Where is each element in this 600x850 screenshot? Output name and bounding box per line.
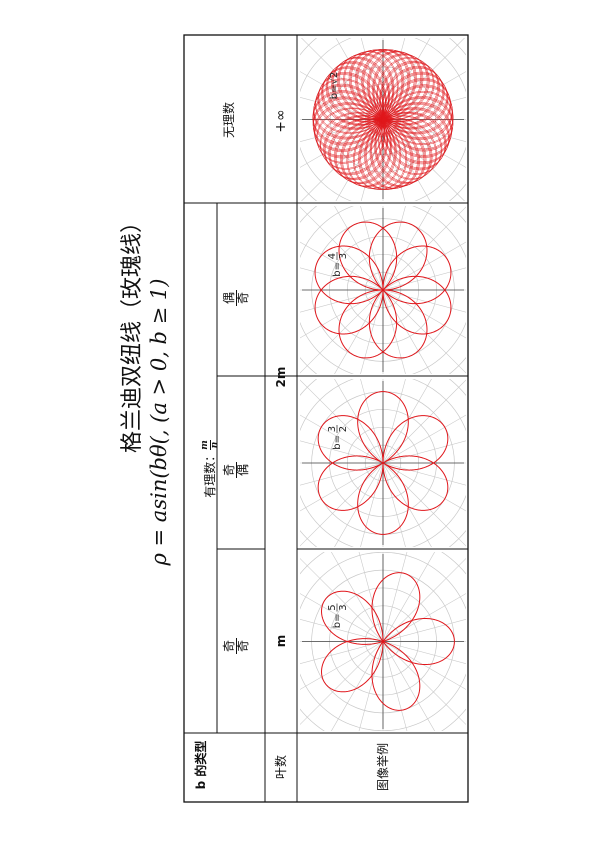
svg-text:5: 5 xyxy=(327,604,338,610)
leaves-irrational: +∞ xyxy=(273,109,289,133)
rose-curve xyxy=(317,391,449,535)
svg-text:b=: b= xyxy=(332,614,343,629)
type-col1: 奇奇 xyxy=(222,638,250,655)
leaves-col1: m xyxy=(274,634,288,648)
label-b-type: b 的类型 xyxy=(194,740,208,790)
svg-text:3: 3 xyxy=(338,604,349,610)
rose-curve-b-5-3: b= 5 3 xyxy=(300,552,466,731)
rose-curve xyxy=(312,49,454,190)
b-value-label: b= 3 2 xyxy=(327,425,349,450)
rose-curve xyxy=(321,572,455,711)
svg-text:2: 2 xyxy=(338,426,349,432)
label-image-example: 图像举例 xyxy=(376,743,390,792)
svg-text:3: 3 xyxy=(327,426,338,432)
svg-text:4: 4 xyxy=(327,253,338,259)
leaves-rational-even: 2m xyxy=(274,366,288,388)
b-value-label: b=√2 xyxy=(329,72,340,99)
rose-curve-b-4-3: b= 4 3 xyxy=(300,206,466,374)
svg-text:3: 3 xyxy=(338,253,349,259)
svg-text:b=: b= xyxy=(332,262,343,277)
type-col3: 偶奇 xyxy=(222,290,250,307)
rose-curve-b-3-2: b= 3 2 xyxy=(300,379,466,547)
label-rational: 有理数： m n xyxy=(200,440,220,498)
label-leaves: 叶数 xyxy=(274,755,288,780)
svg-text:b=√2: b=√2 xyxy=(329,72,340,99)
rose-curve xyxy=(314,221,452,359)
label-irrational: 无理数 xyxy=(222,102,236,139)
svg-text:b=: b= xyxy=(332,435,343,450)
rose-curve-b-sqrt2: b=√2 xyxy=(300,38,466,201)
type-col2: 奇偶 xyxy=(222,462,250,479)
b-value-label: b= 4 3 xyxy=(327,252,349,277)
b-value-label: b= 5 3 xyxy=(327,603,349,629)
table-border xyxy=(183,34,469,803)
